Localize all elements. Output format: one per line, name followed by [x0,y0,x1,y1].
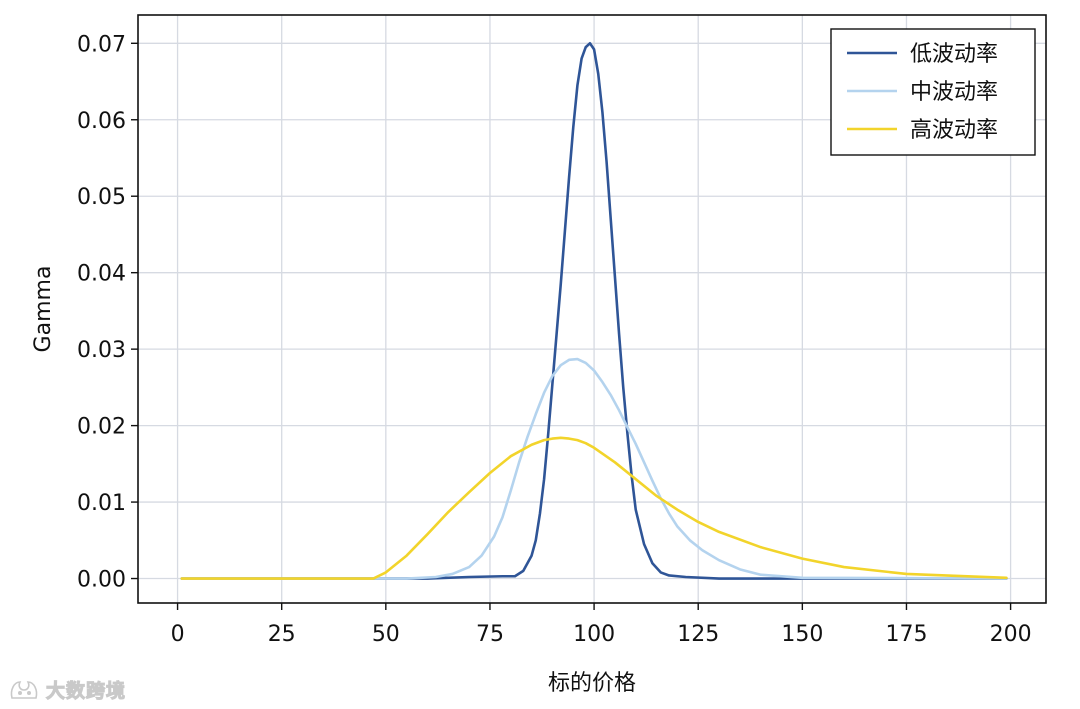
x-axis-title: 标的价格 [548,671,636,696]
watermark: 大数跨境 [8,676,126,703]
y-tick-label: 0.07 [77,32,126,57]
x-tick-label: 75 [476,622,504,647]
x-tick-label: 0 [171,622,185,647]
x-tick-label: 175 [885,622,927,647]
legend-label: 中波动率 [910,80,998,105]
x-tick-label: 150 [781,622,823,647]
legend-label: 高波动率 [910,118,998,143]
y-tick-label: 0.04 [77,262,126,287]
legend-label: 低波动率 [910,42,998,67]
y-tick-label: 0.01 [77,491,126,516]
plot-frame [137,14,1047,604]
x-tick-label: 200 [990,622,1032,647]
y-axis: 0.00 0.01 0.02 0.03 0.04 0.05 0.06 0.07 [77,32,138,593]
y-tick-label: 0.06 [77,109,126,134]
x-tick-label: 50 [372,622,400,647]
series-line-2 [180,436,1008,580]
fox-logo-icon [10,680,38,699]
x-axis: 0 25 50 75 100 125 150 175 200 [171,603,1032,647]
x-tick-label: 100 [573,622,615,647]
grid-lines [138,15,1046,603]
y-tick-label: 0.05 [77,185,126,210]
y-tick-label: 0.02 [77,415,126,440]
series-lines [180,41,1008,580]
y-tick-label: 0.00 [77,568,126,593]
y-tick-label: 0.03 [77,338,126,363]
x-tick-label: 125 [677,622,719,647]
y-axis-title: Gamma [31,266,56,353]
series-line-0 [180,41,1008,580]
x-tick-label: 25 [268,622,296,647]
series-line-1 [180,357,1008,580]
watermark-text: 大数跨境 [45,680,127,703]
